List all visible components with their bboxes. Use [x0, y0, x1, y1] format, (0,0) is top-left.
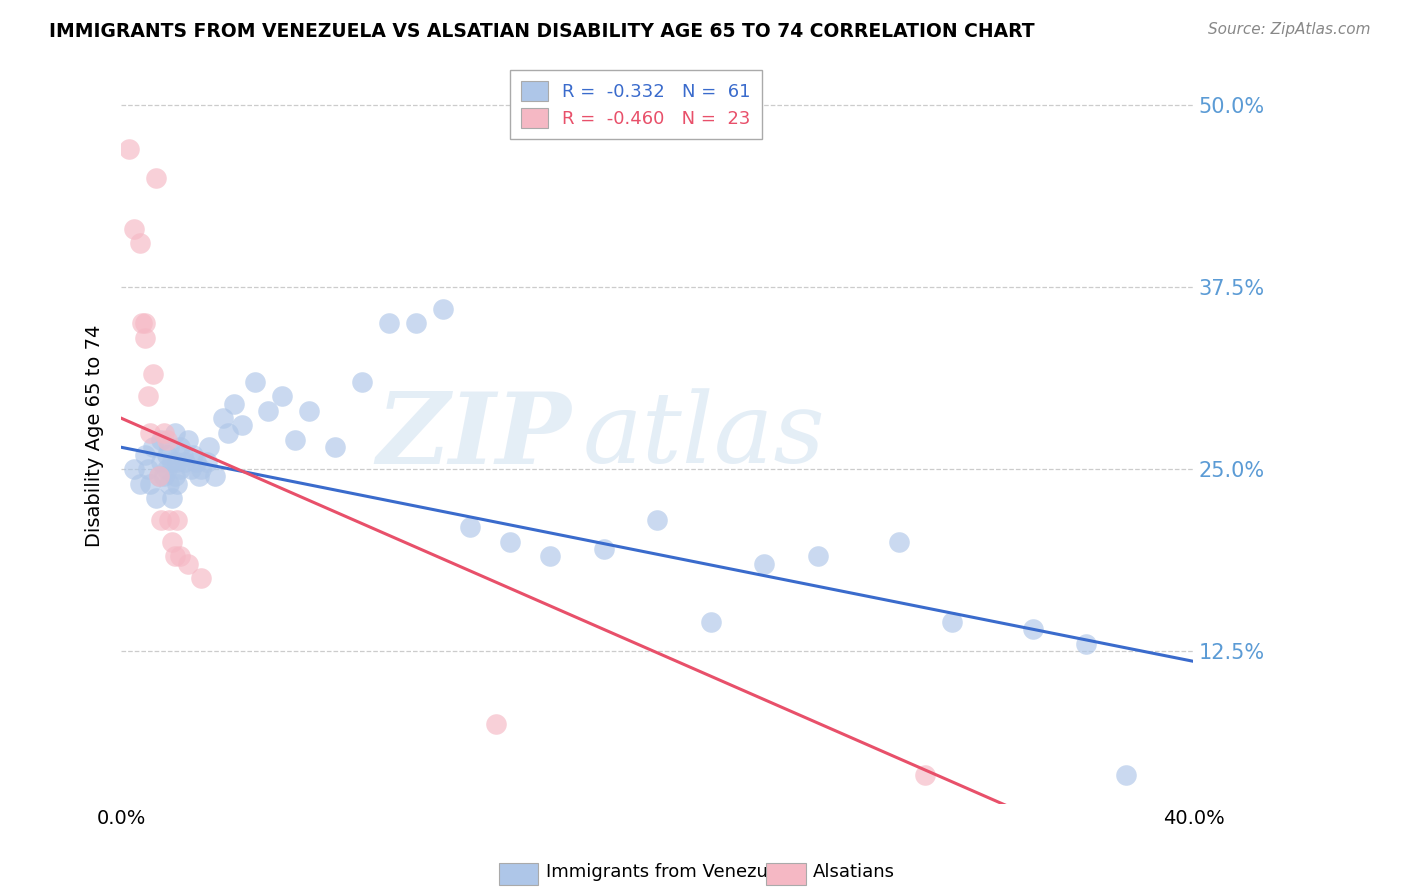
Point — [134, 331, 156, 345]
Point — [142, 440, 165, 454]
Point — [485, 717, 508, 731]
Point — [177, 433, 200, 447]
Point — [298, 404, 321, 418]
Point — [458, 520, 481, 534]
Point — [204, 469, 226, 483]
Point — [172, 448, 194, 462]
Point — [150, 433, 173, 447]
Point — [124, 221, 146, 235]
Point — [352, 375, 374, 389]
Point — [155, 448, 177, 462]
Point — [807, 549, 830, 564]
Point — [155, 462, 177, 476]
Point — [243, 375, 266, 389]
Point — [270, 389, 292, 403]
Point — [222, 396, 245, 410]
Text: atlas: atlas — [582, 389, 825, 484]
Point — [163, 425, 186, 440]
Point — [142, 368, 165, 382]
Point — [177, 557, 200, 571]
Point — [432, 301, 454, 316]
Point — [754, 557, 776, 571]
Point — [257, 404, 280, 418]
Point — [145, 170, 167, 185]
Point — [325, 440, 347, 454]
Point — [150, 455, 173, 469]
Point — [157, 513, 180, 527]
Point — [136, 389, 159, 403]
Point — [169, 549, 191, 564]
Point — [180, 462, 202, 476]
Y-axis label: Disability Age 65 to 74: Disability Age 65 to 74 — [86, 325, 104, 548]
Point — [183, 448, 205, 462]
Text: IMMIGRANTS FROM VENEZUELA VS ALSATIAN DISABILITY AGE 65 TO 74 CORRELATION CHART: IMMIGRANTS FROM VENEZUELA VS ALSATIAN DI… — [49, 22, 1035, 41]
Point — [887, 535, 910, 549]
Legend: R =  -0.332   N =  61, R =  -0.460   N =  23: R = -0.332 N = 61, R = -0.460 N = 23 — [510, 70, 762, 139]
Point — [139, 476, 162, 491]
Point — [148, 469, 170, 483]
Point — [538, 549, 561, 564]
Point — [166, 513, 188, 527]
Point — [153, 469, 176, 483]
Point — [118, 142, 141, 156]
Point — [184, 455, 207, 469]
Point — [198, 440, 221, 454]
Point — [166, 476, 188, 491]
Point — [145, 491, 167, 506]
Point — [160, 535, 183, 549]
Point — [155, 433, 177, 447]
Text: ZIP: ZIP — [377, 388, 571, 484]
Point — [284, 433, 307, 447]
Point — [160, 491, 183, 506]
Point — [217, 425, 239, 440]
Point — [645, 513, 668, 527]
Point — [128, 476, 150, 491]
Point — [700, 615, 723, 629]
Point — [941, 615, 963, 629]
Point — [914, 768, 936, 782]
Point — [499, 535, 522, 549]
Point — [190, 571, 212, 585]
Point — [405, 317, 427, 331]
Point — [134, 448, 156, 462]
Text: Alsatians: Alsatians — [813, 863, 894, 881]
Point — [153, 425, 176, 440]
Point — [163, 469, 186, 483]
Point — [231, 418, 253, 433]
Point — [139, 425, 162, 440]
Point — [169, 440, 191, 454]
Text: Source: ZipAtlas.com: Source: ZipAtlas.com — [1208, 22, 1371, 37]
Point — [166, 455, 188, 469]
Point — [212, 411, 235, 425]
Point — [592, 542, 614, 557]
Point — [131, 317, 153, 331]
Point — [190, 462, 212, 476]
Point — [160, 455, 183, 469]
Point — [128, 236, 150, 251]
Point — [195, 455, 218, 469]
Point — [163, 549, 186, 564]
Point — [174, 455, 197, 469]
Text: Immigrants from Venezuela: Immigrants from Venezuela — [546, 863, 794, 881]
Point — [1115, 768, 1137, 782]
Point — [187, 469, 209, 483]
Point — [1021, 622, 1043, 636]
Point — [124, 462, 146, 476]
Point — [1076, 637, 1098, 651]
Point — [134, 317, 156, 331]
Point — [136, 462, 159, 476]
Point — [157, 440, 180, 454]
Point — [148, 469, 170, 483]
Point — [378, 317, 401, 331]
Point — [157, 476, 180, 491]
Point — [150, 513, 173, 527]
Point — [169, 462, 191, 476]
